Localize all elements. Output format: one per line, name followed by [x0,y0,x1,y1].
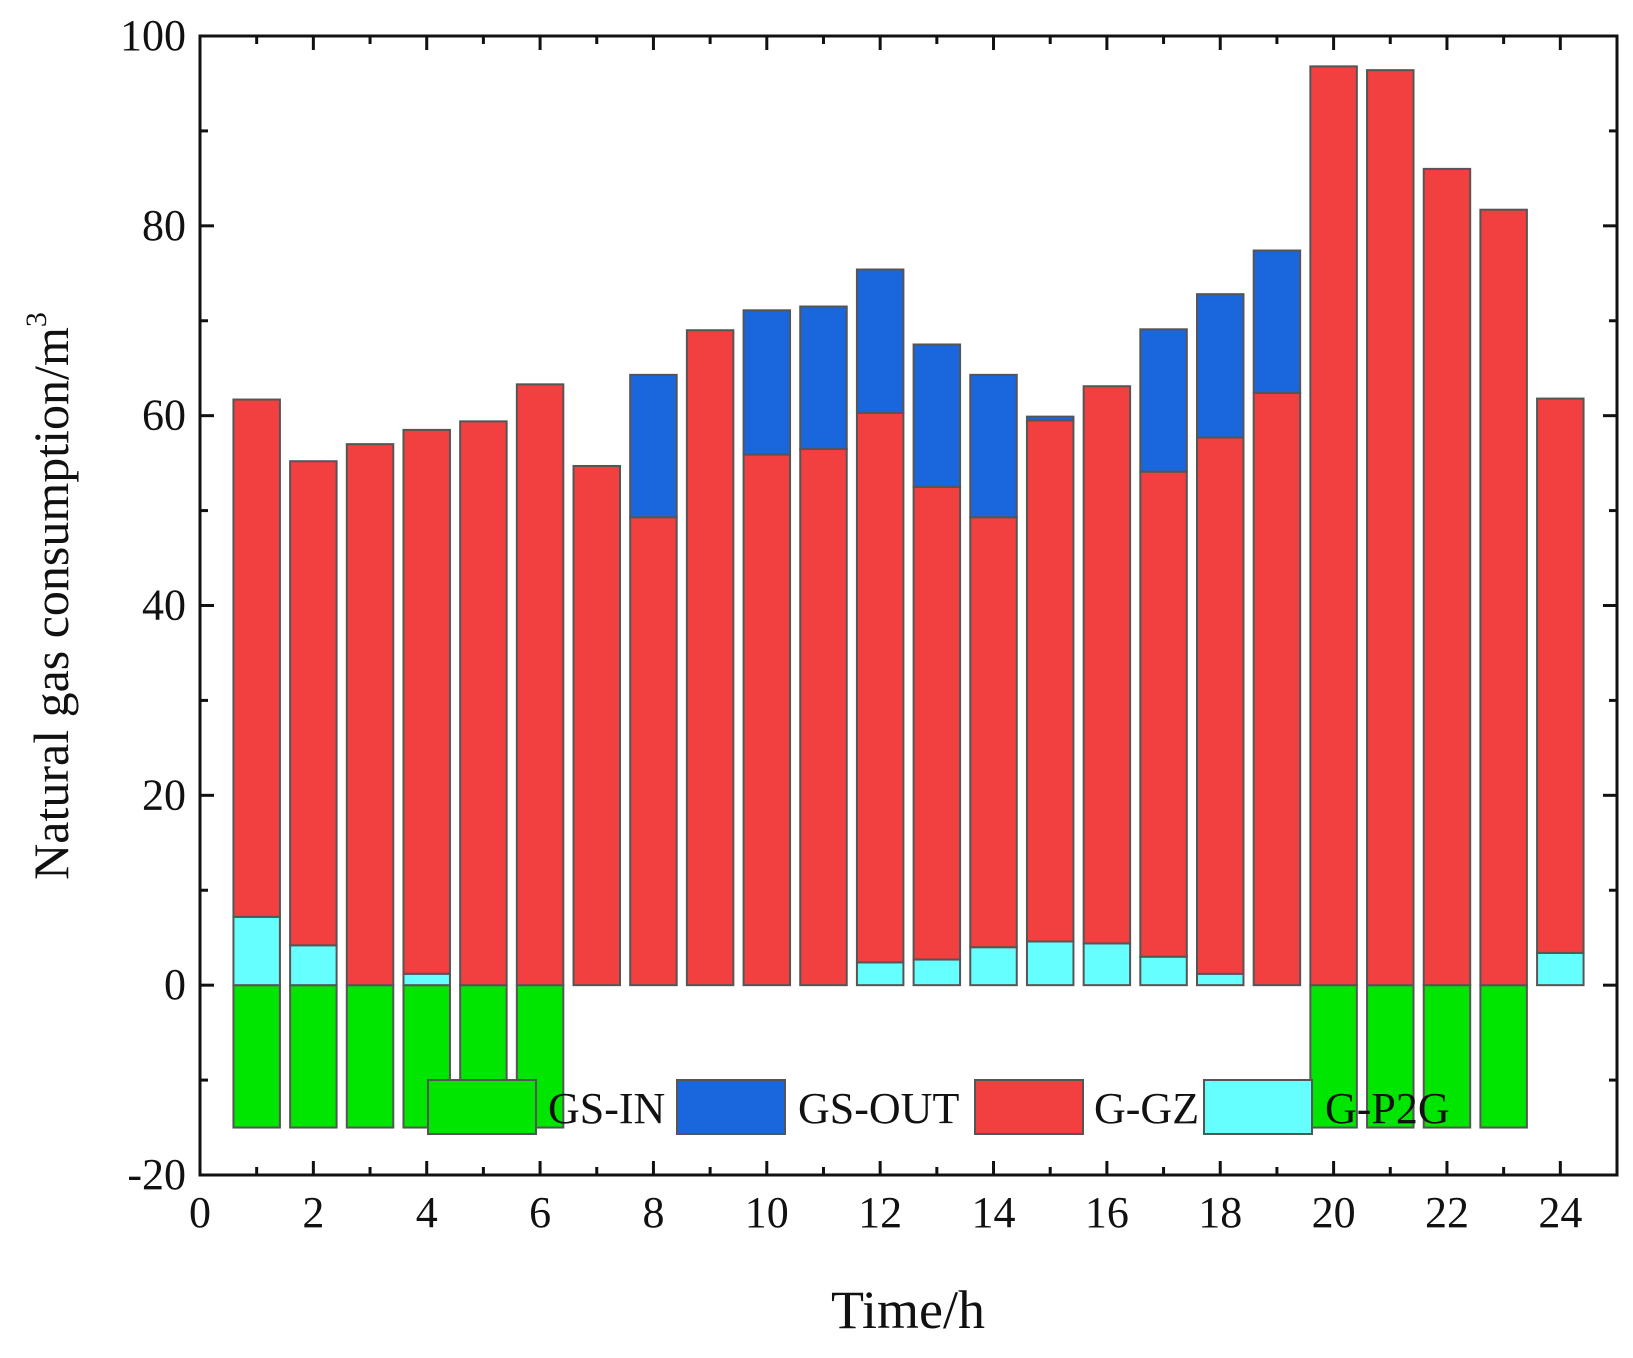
bar-g-gz-h10 [742,453,792,987]
bar-gs-out-h15 [1025,415,1075,422]
y-axis-title-superscript: 3 [20,312,53,327]
bar-g-p2g-h15 [1025,940,1075,987]
bar-g-gz-h15 [1025,419,1075,943]
bar-g-gz-h9 [685,329,735,987]
bar-gs-out-h18 [1196,293,1245,439]
bar-g-gz-h19 [1252,391,1302,987]
x-tick-label: 24 [1538,1188,1582,1237]
x-tick-label: 8 [642,1188,664,1237]
bar-gs-out-h19 [1252,249,1302,394]
legend-label-g-gz: G-GZ [1094,1084,1199,1133]
bar-gs-in-h22 [1422,984,1472,1129]
bar-g-gz-h13 [912,485,962,961]
bar-g-gz-h2 [289,460,338,947]
legend-swatch-g-gz [974,1079,1084,1135]
bar-g-gz-h18 [1196,436,1245,975]
bar-g-gz-h22 [1422,167,1472,987]
bar-g-p2g-h16 [1082,942,1132,987]
bars-layer [232,65,1585,1129]
x-tick-label: 12 [858,1188,902,1237]
bar-g-p2g-h1 [232,915,281,987]
bar-g-p2g-h18 [1196,972,1245,987]
x-tick-label: 20 [1312,1188,1356,1237]
bar-gs-out-h11 [799,305,848,450]
bar-g-p2g-h24 [1536,951,1585,987]
bar-g-gz-h23 [1479,208,1528,987]
bar-g-gz-h3 [345,443,395,987]
bar-gs-out-h12 [855,268,905,414]
bar-g-p2g-h14 [969,946,1018,987]
bar-g-gz-h20 [1309,65,1358,987]
x-tick-label: 2 [302,1188,324,1237]
legend-swatch-gs-out [676,1079,786,1135]
legend-label-gs-out: GS-OUT [798,1084,959,1133]
legend: GS-IN GS-OUT G-GZ G-P2G [427,1079,1450,1135]
bar-gs-in-h21 [1366,984,1415,1129]
bar-gs-in-h3 [345,984,395,1129]
y-tick-label: 20 [142,770,186,819]
legend-swatch-gs-in [427,1079,537,1135]
bar-g-p2g-h2 [289,944,338,987]
legend-label-g-p2g: G-P2G [1325,1084,1450,1133]
x-tick-label: 6 [529,1188,551,1237]
x-tick-label: 16 [1085,1188,1129,1237]
bar-g-gz-h7 [572,464,622,987]
bar-g-gz-h11 [799,447,848,987]
bar-g-gz-h21 [1366,69,1415,987]
legend-label-gs-in: GS-IN [548,1084,665,1133]
bar-g-p2g-h4 [402,972,451,987]
x-axis-title: Time/h [831,1280,985,1340]
x-tick-label: 10 [745,1188,789,1237]
bar-g-p2g-h12 [855,961,905,987]
bar-g-gz-h1 [232,398,281,918]
bar-gs-out-h10 [742,309,792,456]
axis-labels: Time/h Natural gas consumption/m3 [20,312,985,1340]
bar-gs-in-h4 [402,984,451,1129]
bar-g-gz-h12 [855,411,905,964]
bar-gs-out-h14 [969,373,1018,519]
legend-swatch-g-p2g [1203,1079,1313,1135]
x-tick-label: 0 [189,1188,211,1237]
bar-gs-out-h13 [912,343,962,488]
y-tick-label: 0 [164,960,186,1009]
x-tick-label: 22 [1425,1188,1469,1237]
y-tick-label: 100 [120,11,186,60]
y-axis-title: Natural gas consumption/m3 [20,312,79,880]
bar-g-p2g-h13 [912,958,962,987]
bar-g-gz-h5 [459,420,508,987]
y-tick-label: 40 [142,581,186,630]
y-tick-label: 60 [142,391,186,440]
bar-g-gz-h16 [1082,385,1132,945]
bar-gs-in-h2 [289,984,338,1129]
x-tick-label: 14 [972,1188,1016,1237]
bar-g-gz-h6 [515,383,565,987]
bar-g-gz-h24 [1536,397,1585,954]
x-tick-label: 4 [416,1188,438,1237]
y-axis-title-main: Natural gas consumption/m [23,327,79,880]
y-tick-label: 80 [142,201,186,250]
bar-gs-in-h20 [1309,984,1358,1129]
y-tick-label: -20 [127,1150,186,1199]
x-tick-label: 18 [1198,1188,1242,1237]
bar-gs-in-h23 [1479,984,1528,1129]
bar-g-gz-h8 [629,516,678,987]
bar-gs-in-h1 [232,984,281,1129]
bar-gs-out-h17 [1139,328,1188,473]
bar-g-gz-h14 [969,516,1018,949]
bar-g-gz-h17 [1139,470,1188,958]
bar-g-gz-h4 [402,428,451,975]
bar-g-p2g-h17 [1139,955,1188,987]
bar-gs-out-h8 [629,373,678,519]
